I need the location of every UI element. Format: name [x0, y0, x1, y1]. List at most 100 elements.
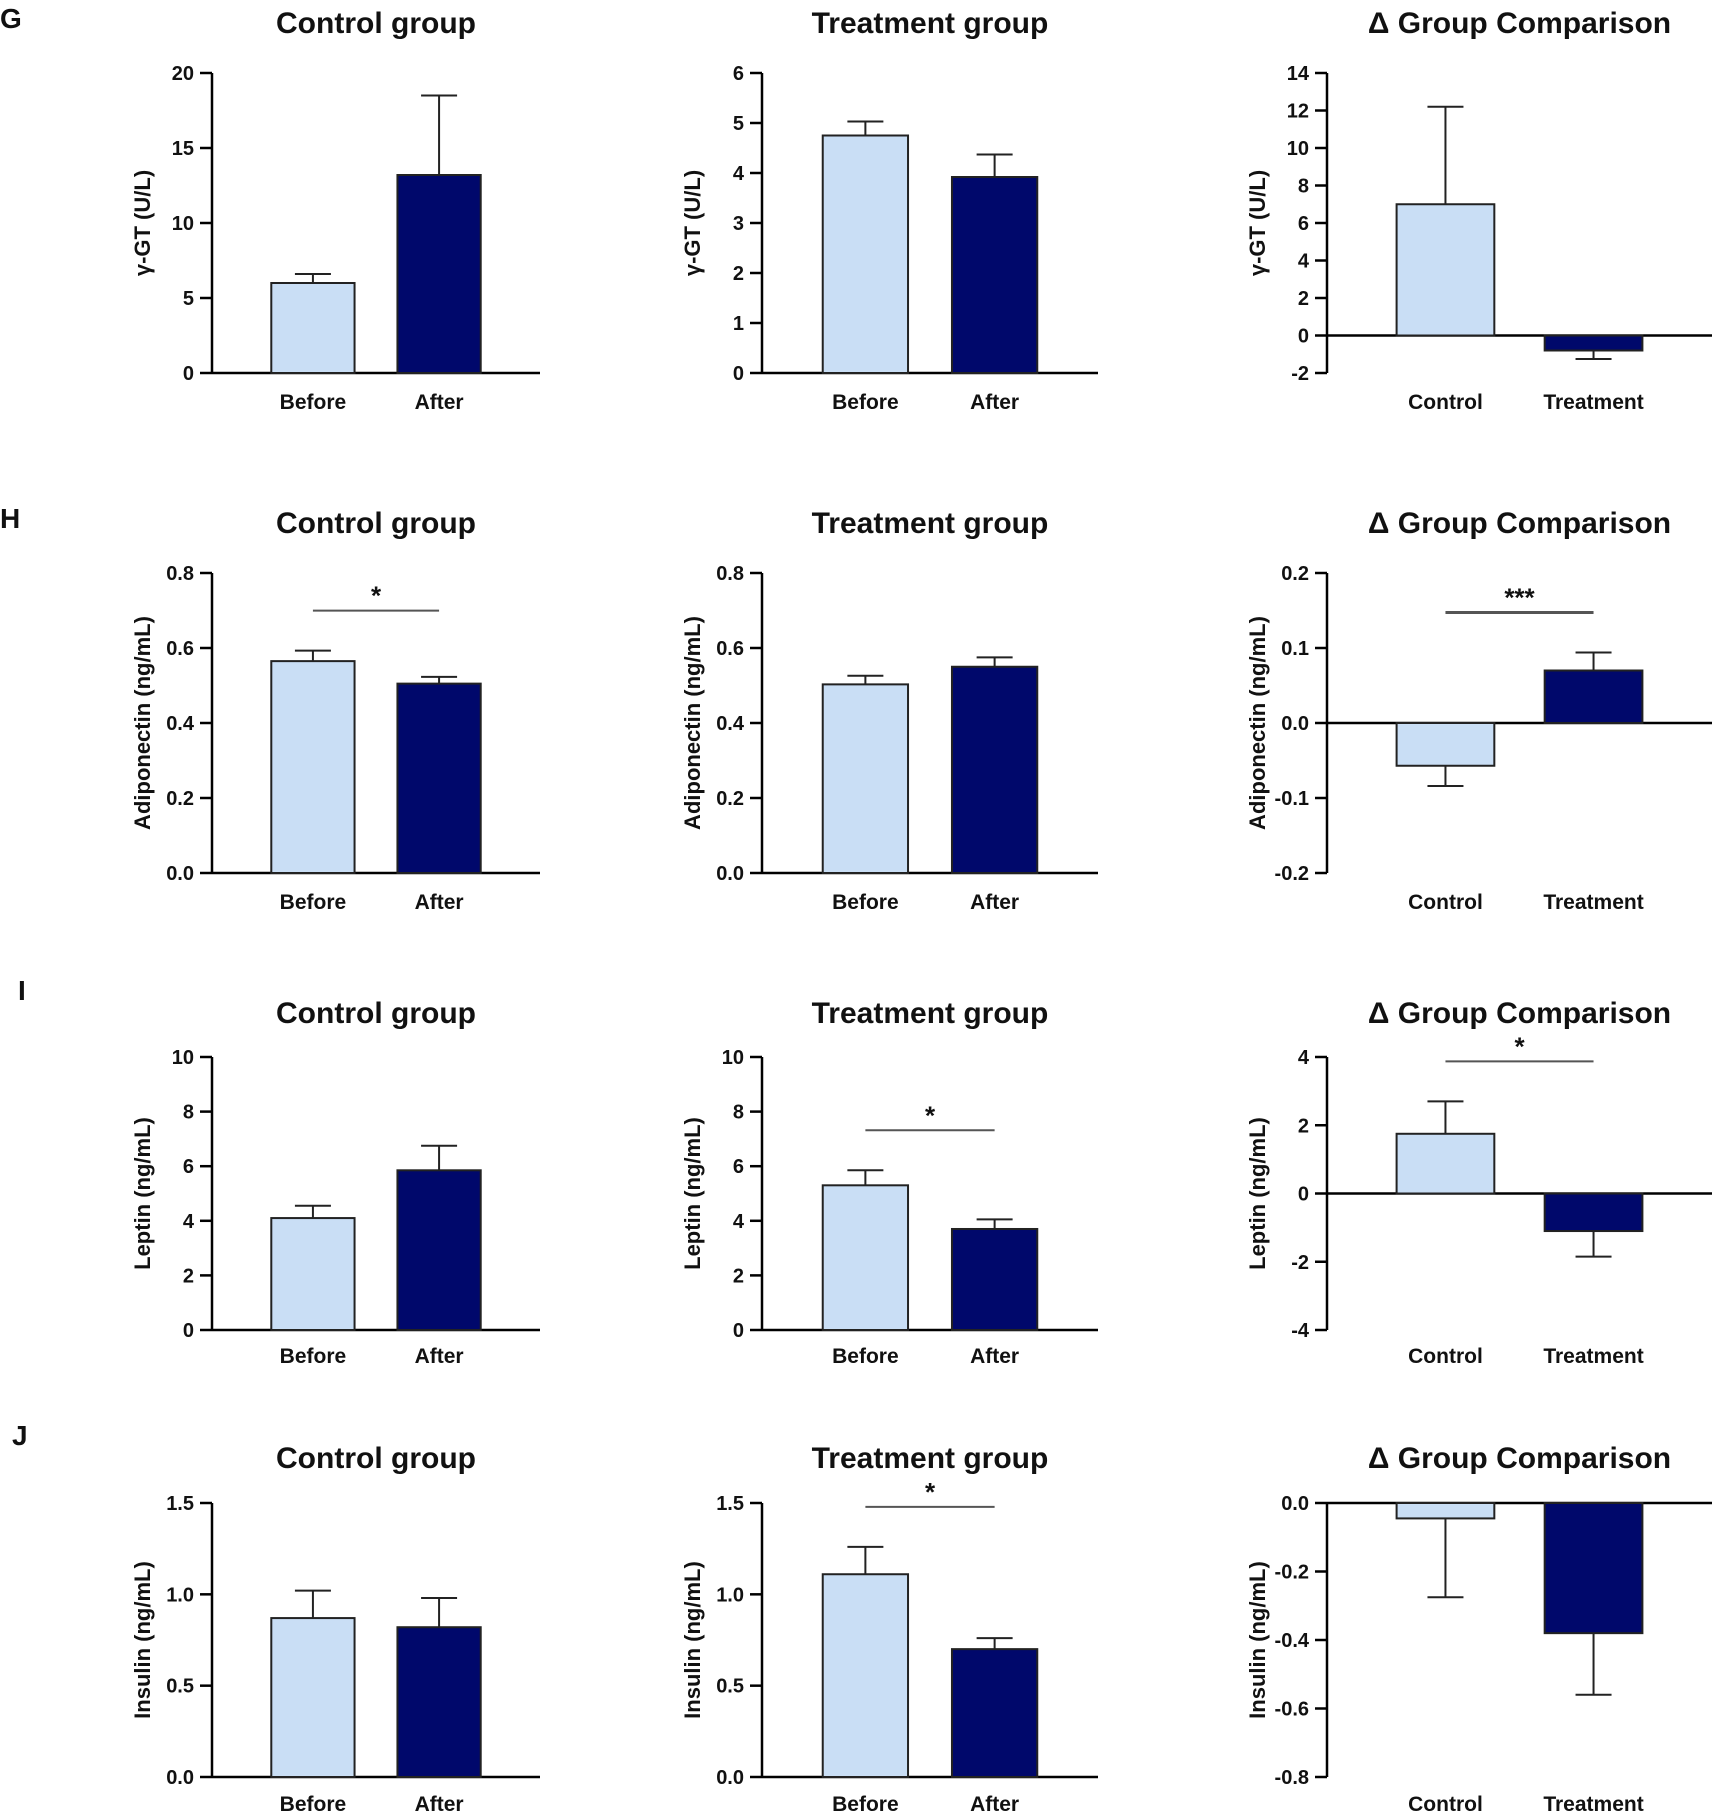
y-tick-label: 3 — [733, 213, 744, 235]
panel-letter-j: J — [12, 1420, 28, 1451]
y-axis-label: γ-GT (U/L) — [680, 170, 705, 276]
y-tick-label: -0.2 — [1275, 1562, 1309, 1584]
y-tick-label: 4 — [733, 1211, 745, 1233]
bar-before — [270, 660, 356, 874]
chart-h-3: Δ Group Comparison Adiponectin (ng/mL)-0.… — [1245, 507, 1712, 914]
y-tick-label: 14 — [1287, 63, 1310, 85]
y-axis-label: Adiponectin (ng/mL) — [680, 616, 705, 830]
chart-i-3: Δ Group Comparison Leptin (ng/mL) -4 -2 0 2 4 C… — [1245, 997, 1712, 1368]
y-tick-label: 0.6 — [716, 638, 744, 660]
x-category-label: Treatment — [1543, 1345, 1643, 1368]
x-category-label: Treatment — [1543, 891, 1643, 914]
y-tick-label: 0 — [183, 363, 194, 385]
y-tick-label: 0.8 — [716, 563, 744, 585]
y-axis-label: Adiponectin (ng/mL) — [1245, 616, 1270, 830]
y-tick-label: 1 — [733, 313, 744, 335]
chart-title: Δ Group Comparison — [1368, 1442, 1671, 1475]
chart-j-2: Treatment group Insulin (ng/mL) 0.0 0.5 1.0 1… — [680, 1442, 1098, 1816]
bar-before — [821, 1573, 910, 1778]
bar-after — [950, 665, 1039, 874]
x-category-label: Control — [1408, 891, 1483, 914]
x-category-label: Before — [832, 891, 899, 914]
y-tick-label: 5 — [733, 113, 744, 135]
y-tick-label: 0.4 — [716, 713, 745, 735]
y-tick-label: 10 — [1287, 138, 1309, 160]
bar-after — [396, 1626, 482, 1779]
y-tick-label: 0.2 — [166, 788, 194, 810]
bar-before — [270, 1217, 356, 1331]
y-tick-label: 4 — [183, 1211, 195, 1233]
significance-label: * — [371, 581, 382, 611]
chart-g-3: Δ Group Comparison γ-GT (U/L) -2 0 2 4 6 8 10 12 1… — [1245, 7, 1712, 414]
y-tick-label: 0.6 — [166, 638, 194, 660]
y-tick-label: 0.0 — [716, 1767, 744, 1789]
y-tick-label: 8 — [183, 1102, 194, 1124]
bar-before — [821, 1184, 910, 1332]
bar-after — [950, 1648, 1039, 1778]
y-tick-label: 8 — [733, 1102, 744, 1124]
chart-title: Treatment group — [812, 1442, 1049, 1475]
x-category-label: Before — [832, 1345, 899, 1368]
chart-title: Control group — [276, 1442, 476, 1475]
chart-g-1: Control group γ-GT (U/L) 0 5 10 15 20 Before Aft… — [130, 7, 540, 414]
x-category-label: After — [970, 1793, 1019, 1816]
bar-treatment — [1543, 669, 1644, 724]
y-axis-label: Insulin (ng/mL) — [130, 1561, 155, 1719]
y-tick-label: 4 — [1298, 251, 1310, 273]
bar-control — [1395, 203, 1496, 337]
chart-title: Control group — [276, 507, 476, 540]
y-tick-label: 4 — [733, 163, 745, 185]
x-category-label: Before — [280, 1345, 347, 1368]
chart-title: Δ Group Comparison — [1368, 507, 1671, 540]
y-tick-label: 0 — [183, 1320, 194, 1342]
y-tick-label: -0.6 — [1275, 1699, 1309, 1721]
y-axis-label: Adiponectin (ng/mL) — [130, 616, 155, 830]
y-tick-label: 2 — [1298, 288, 1309, 310]
y-tick-label: 20 — [172, 63, 194, 85]
bar-control — [1395, 722, 1496, 767]
significance-label: * — [1514, 1031, 1525, 1061]
x-category-label: Before — [832, 391, 899, 414]
y-tick-label: -2 — [1291, 1252, 1309, 1274]
x-category-label: Before — [280, 891, 347, 914]
x-category-label: After — [415, 391, 464, 414]
y-tick-label: 0.2 — [1281, 563, 1309, 585]
x-category-label: After — [415, 1793, 464, 1816]
x-category-label: After — [415, 891, 464, 914]
x-category-label: Control — [1408, 1793, 1483, 1816]
y-tick-label: 1.0 — [166, 1584, 194, 1606]
y-tick-label: 0.0 — [166, 1767, 194, 1789]
chart-title: Treatment group — [812, 997, 1049, 1030]
bar-before — [821, 134, 910, 374]
y-tick-label: 0.1 — [1281, 638, 1309, 660]
panel-letter-g: G — [0, 3, 22, 34]
x-category-label: After — [415, 1345, 464, 1368]
chart-title: Control group — [276, 997, 476, 1030]
y-tick-label: -2 — [1291, 363, 1309, 385]
y-tick-label: 4 — [1298, 1047, 1310, 1069]
y-tick-label: 2 — [733, 263, 744, 285]
x-category-label: After — [970, 1345, 1019, 1368]
y-tick-label: 2 — [1298, 1115, 1309, 1137]
y-tick-label: 1.5 — [166, 1493, 194, 1515]
y-tick-label: 10 — [172, 213, 194, 235]
y-tick-label: 0.5 — [166, 1676, 194, 1698]
bar-after — [396, 174, 482, 374]
y-tick-label: 0 — [1298, 326, 1309, 348]
x-category-label: Before — [280, 1793, 347, 1816]
bar-after — [950, 1227, 1039, 1331]
y-tick-label: 0.0 — [1281, 713, 1309, 735]
bar-after — [396, 1169, 482, 1332]
x-category-label: Treatment — [1543, 1793, 1643, 1816]
y-tick-label: 10 — [722, 1047, 744, 1069]
y-tick-label: 0.2 — [716, 788, 744, 810]
bar-after — [396, 682, 482, 874]
y-tick-label: 5 — [183, 288, 194, 310]
y-tick-label: 2 — [733, 1265, 744, 1287]
y-tick-label: -0.1 — [1275, 788, 1309, 810]
bar-control — [1395, 1132, 1496, 1195]
significance-label: * — [925, 1477, 936, 1507]
chart-i-2: Treatment group Leptin (ng/mL) 0 2 4 6 8 10 Befo… — [680, 997, 1098, 1368]
y-tick-label: 2 — [183, 1265, 194, 1287]
